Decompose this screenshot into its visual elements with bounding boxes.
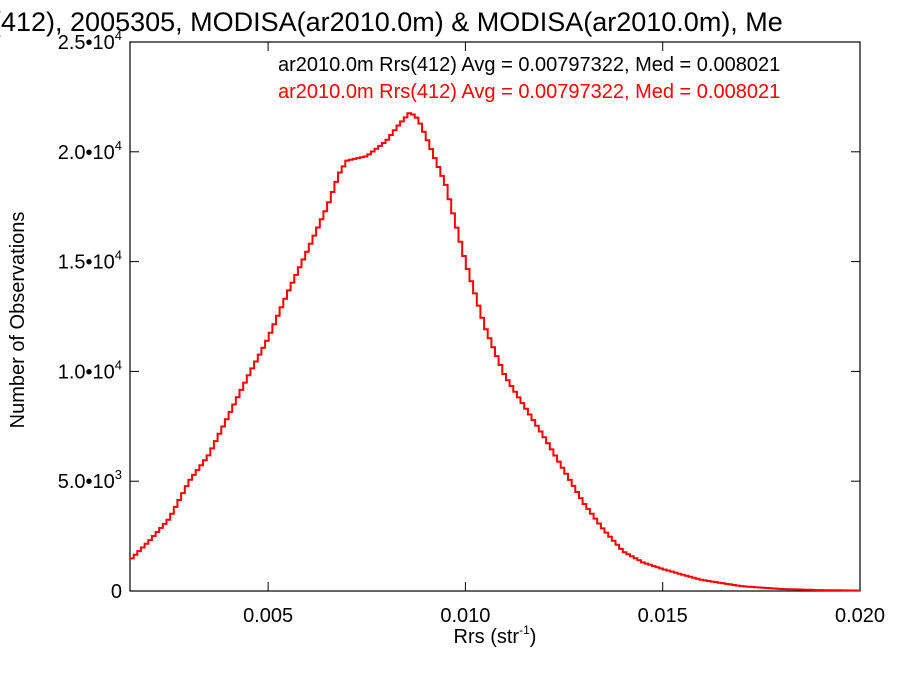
y-tick-label: 1.5•104 [58,248,122,274]
x-axis-label-exponent: -1 [519,623,530,637]
series-line-rrs412 [130,112,860,592]
y-axis-label: Number of Observations [7,212,29,429]
y-tick-mantissa: 1.5•10 [58,252,115,274]
x-tick-label: 0.015 [638,605,688,627]
plot-frame [129,41,861,592]
legend-entry-red: ar2010.0m Rrs(412) Avg = 0.00797322, Med… [278,81,780,103]
x-axis-label: Rrs (str-1) [454,623,537,648]
y-tick-label: 5.0•103 [58,467,122,493]
legend-entry-black: ar2010.0m Rrs(412) Avg = 0.00797322, Med… [278,54,780,76]
y-tick-label: 2.5•104 [58,28,122,54]
x-axis-label-main: Rrs (str [454,626,520,648]
y-tick-mantissa: 2.5•10 [58,32,115,54]
y-tick-label: 2.0•104 [58,138,122,164]
y-tick-exponent: 4 [115,357,122,372]
y-tick-label: 1.0•104 [58,357,122,383]
x-axis-ticks: 0.005 0.010 0.015 0.020 [243,42,885,627]
y-tick-mantissa: 1.0•10 [58,361,115,383]
y-tick-mantissa: 5.0•10 [58,471,115,493]
y-tick-exponent: 4 [115,138,122,153]
chart-title: (412), 2005305, MODISA(ar2010.0m) & MODI… [0,7,783,37]
x-tick-label: 0.020 [835,605,885,627]
x-tick-label: 0.005 [243,605,293,627]
x-tick-label: 0.010 [440,605,490,627]
y-tick-exponent: 4 [115,248,122,263]
y-tick-exponent: 4 [115,28,122,43]
y-tick-mantissa: 2.0•10 [58,142,115,164]
y-tick-exponent: 3 [115,467,122,482]
x-axis-label-close: ) [530,626,537,648]
y-tick-label: 0 [111,581,122,603]
